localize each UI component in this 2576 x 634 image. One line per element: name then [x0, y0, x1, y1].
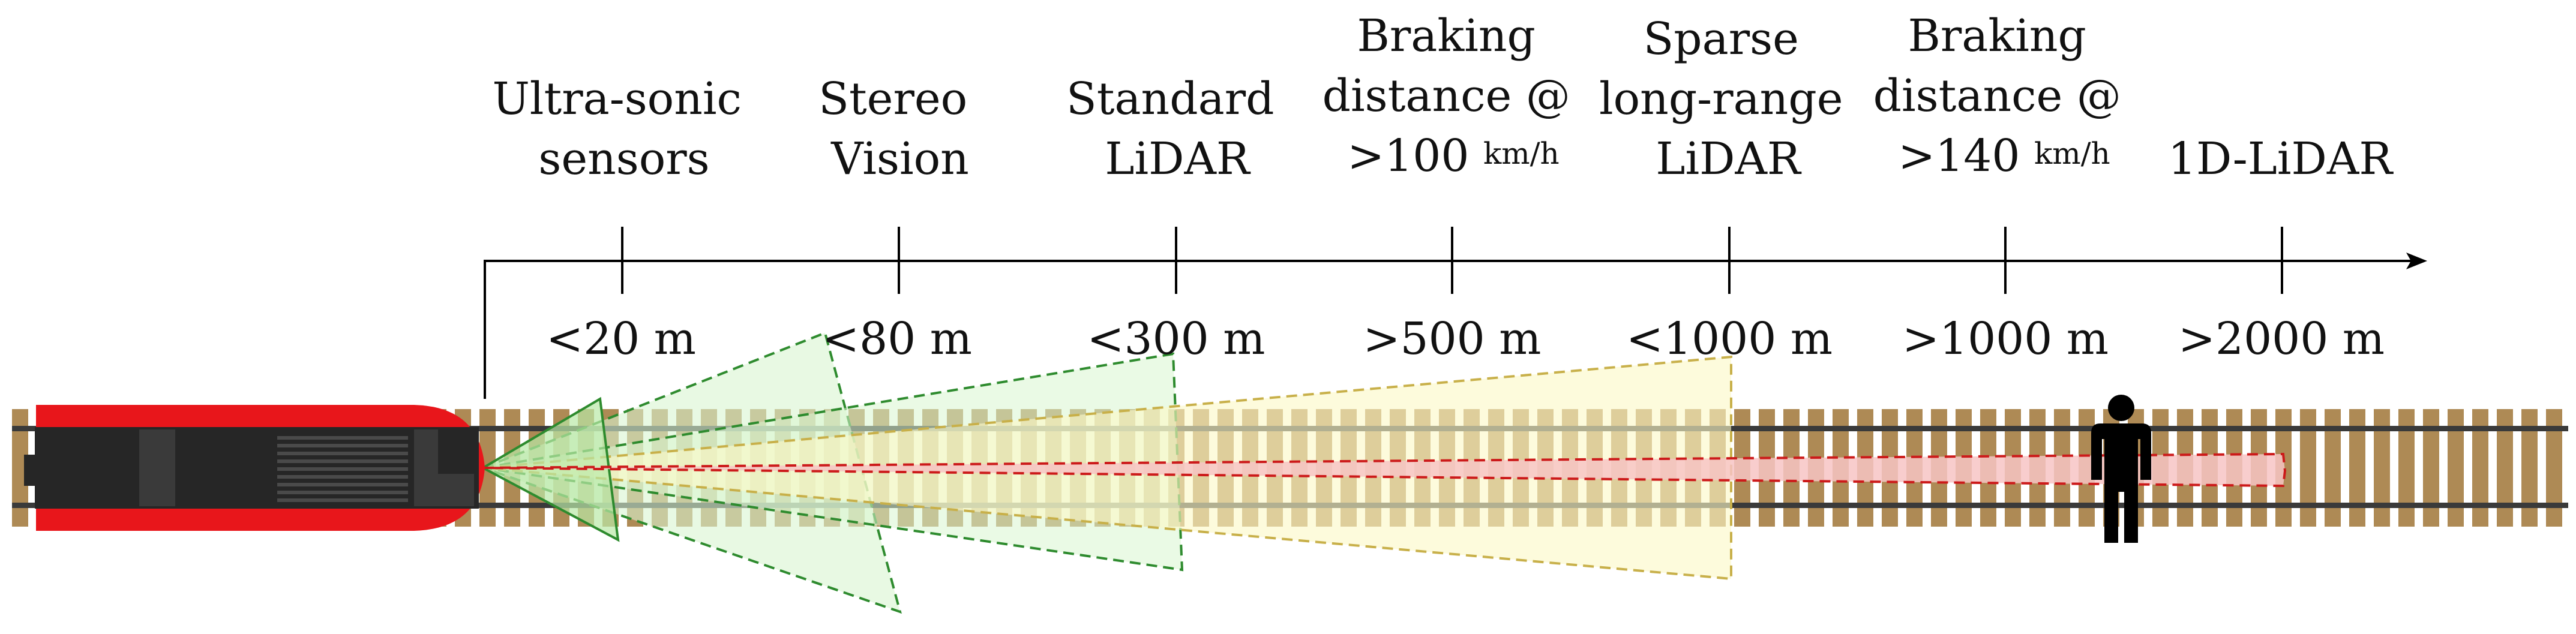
- speed-value: >100: [1347, 130, 1483, 182]
- label-line: distance @: [1323, 70, 1570, 122]
- sensor-label-braking-100: Braking distance @ >100 km/h: [1323, 10, 1585, 182]
- distance-labels: <20 m <80 m <300 m >500 m <1000 m >1000 …: [546, 313, 2385, 365]
- distance-label: >2000 m: [2178, 313, 2385, 365]
- grille-slat: [277, 467, 408, 471]
- label-line: >140 km/h: [1898, 130, 2110, 182]
- train-grille: [277, 436, 408, 502]
- distance-label: >1000 m: [1902, 313, 2109, 365]
- grille-slat: [277, 498, 408, 502]
- grille-slat: [277, 459, 408, 463]
- speed-unit: km/h: [2034, 136, 2110, 171]
- sensor-labels: Ultra-sonic sensors Stereo Vision Standa…: [492, 10, 2394, 185]
- label-line: LiDAR: [1105, 133, 1251, 185]
- speed-unit: km/h: [1483, 136, 1560, 171]
- label-line: sensors: [538, 133, 709, 185]
- distance-label: <300 m: [1087, 313, 1265, 365]
- label-line: Braking: [1357, 10, 1536, 62]
- label-line: Braking: [1908, 10, 2086, 62]
- sensor-label-1d-lidar: 1D-LiDAR: [2168, 133, 2394, 185]
- distance-label: <20 m: [546, 313, 696, 365]
- speed-value: >140: [1898, 130, 2034, 182]
- label-line: Standard: [1066, 73, 1274, 125]
- train-body: [35, 427, 479, 509]
- train-panel: [414, 429, 438, 506]
- label-line: >100 km/h: [1347, 130, 1560, 182]
- label-line: long-range: [1599, 73, 1843, 125]
- train-icon: [24, 405, 485, 531]
- label-line: distance @: [1873, 70, 2121, 122]
- sensor-label-ultrasonic: Ultra-sonic sensors: [492, 73, 755, 185]
- person-icon: [2091, 395, 2151, 543]
- distance-label: <80 m: [822, 313, 972, 365]
- distance-axis: [484, 227, 2427, 399]
- label-line: Stereo: [818, 73, 967, 125]
- grille-slat: [277, 452, 408, 455]
- axis-ticks: [621, 227, 2283, 294]
- grille-slat: [277, 444, 408, 447]
- sensor-label-standard-lidar: Standard LiDAR: [1066, 73, 1288, 185]
- grille-slat: [277, 436, 408, 440]
- sensor-cones: [479, 331, 2287, 614]
- label-line: LiDAR: [1656, 133, 1802, 185]
- axis-arrow-icon: [2406, 253, 2427, 269]
- grille-slat: [277, 491, 408, 494]
- train-panel: [438, 474, 474, 506]
- label-line: Sparse: [1644, 13, 1799, 65]
- sensor-label-braking-140: Braking distance @ >140 km/h: [1873, 10, 2136, 182]
- train-coupler: [24, 455, 37, 486]
- distance-label: <1000 m: [1626, 313, 1833, 365]
- sensor-label-sparse-lidar: Sparse long-range LiDAR: [1599, 13, 1857, 185]
- label-line: Ultra-sonic: [492, 73, 742, 125]
- label-line: 1D-LiDAR: [2168, 133, 2394, 185]
- grille-slat: [277, 483, 408, 486]
- distance-label: >500 m: [1363, 313, 1542, 365]
- grille-slat: [277, 475, 408, 479]
- train-panel: [139, 429, 175, 506]
- 1d-lidar-beam: [482, 452, 2287, 488]
- label-line: Vision: [830, 133, 969, 185]
- sensor-label-stereo: Stereo Vision: [818, 73, 981, 185]
